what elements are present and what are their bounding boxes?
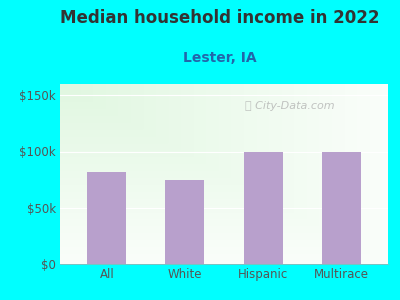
Text: Lester, IA: Lester, IA: [183, 51, 257, 65]
Bar: [244, 152, 282, 264]
Bar: [322, 152, 361, 264]
Bar: [166, 180, 204, 264]
Text: ⓘ City-Data.com: ⓘ City-Data.com: [245, 100, 334, 111]
Bar: [87, 172, 126, 264]
Text: Median household income in 2022: Median household income in 2022: [60, 9, 380, 27]
